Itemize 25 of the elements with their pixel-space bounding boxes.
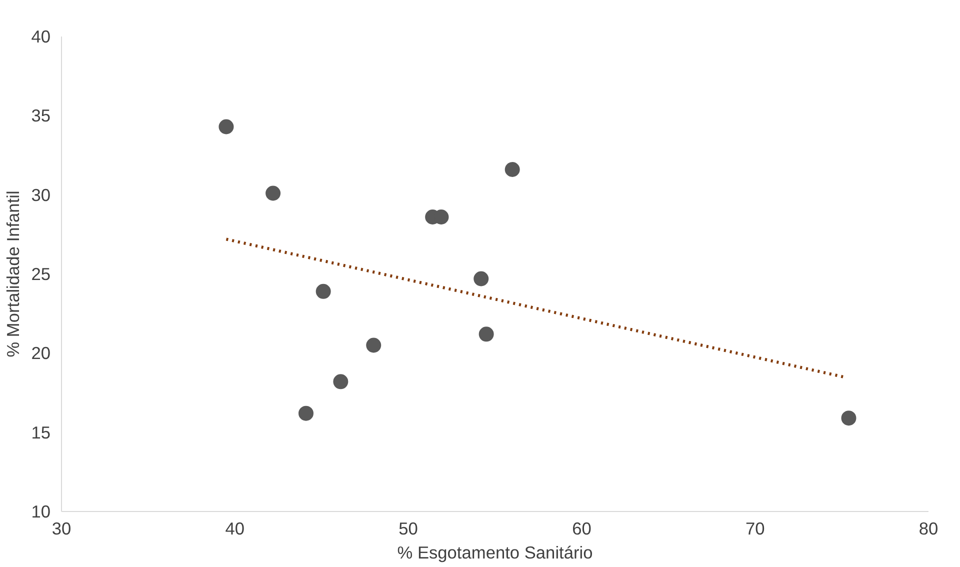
x-tick-label: 80 <box>918 518 938 538</box>
x-axis-title: % Esgotamento Sanitário <box>397 542 593 562</box>
point <box>366 338 382 353</box>
y-tick-label: 40 <box>31 26 51 46</box>
x-tick-label: 30 <box>52 518 72 538</box>
x-tick-label: 50 <box>398 518 418 538</box>
y-axis-title: % Mortalidade Infantil <box>3 190 24 358</box>
y-tick-label: 30 <box>31 184 51 205</box>
point <box>474 271 489 286</box>
x-tick-label: 40 <box>225 518 245 538</box>
point <box>218 119 234 134</box>
y-tick-label: 20 <box>31 343 51 364</box>
x-tick-label: 60 <box>572 518 592 538</box>
y-tick-label: 35 <box>31 106 51 126</box>
y-tick-label: 10 <box>31 502 51 522</box>
point <box>841 410 856 426</box>
point <box>504 162 520 177</box>
y-tick-label: 25 <box>31 264 51 284</box>
y-tick-label: 15 <box>31 422 51 442</box>
x-tick-label: 70 <box>745 518 765 538</box>
point <box>478 326 494 342</box>
point <box>298 406 314 421</box>
point <box>316 284 331 299</box>
point <box>333 374 348 390</box>
point <box>266 186 281 201</box>
